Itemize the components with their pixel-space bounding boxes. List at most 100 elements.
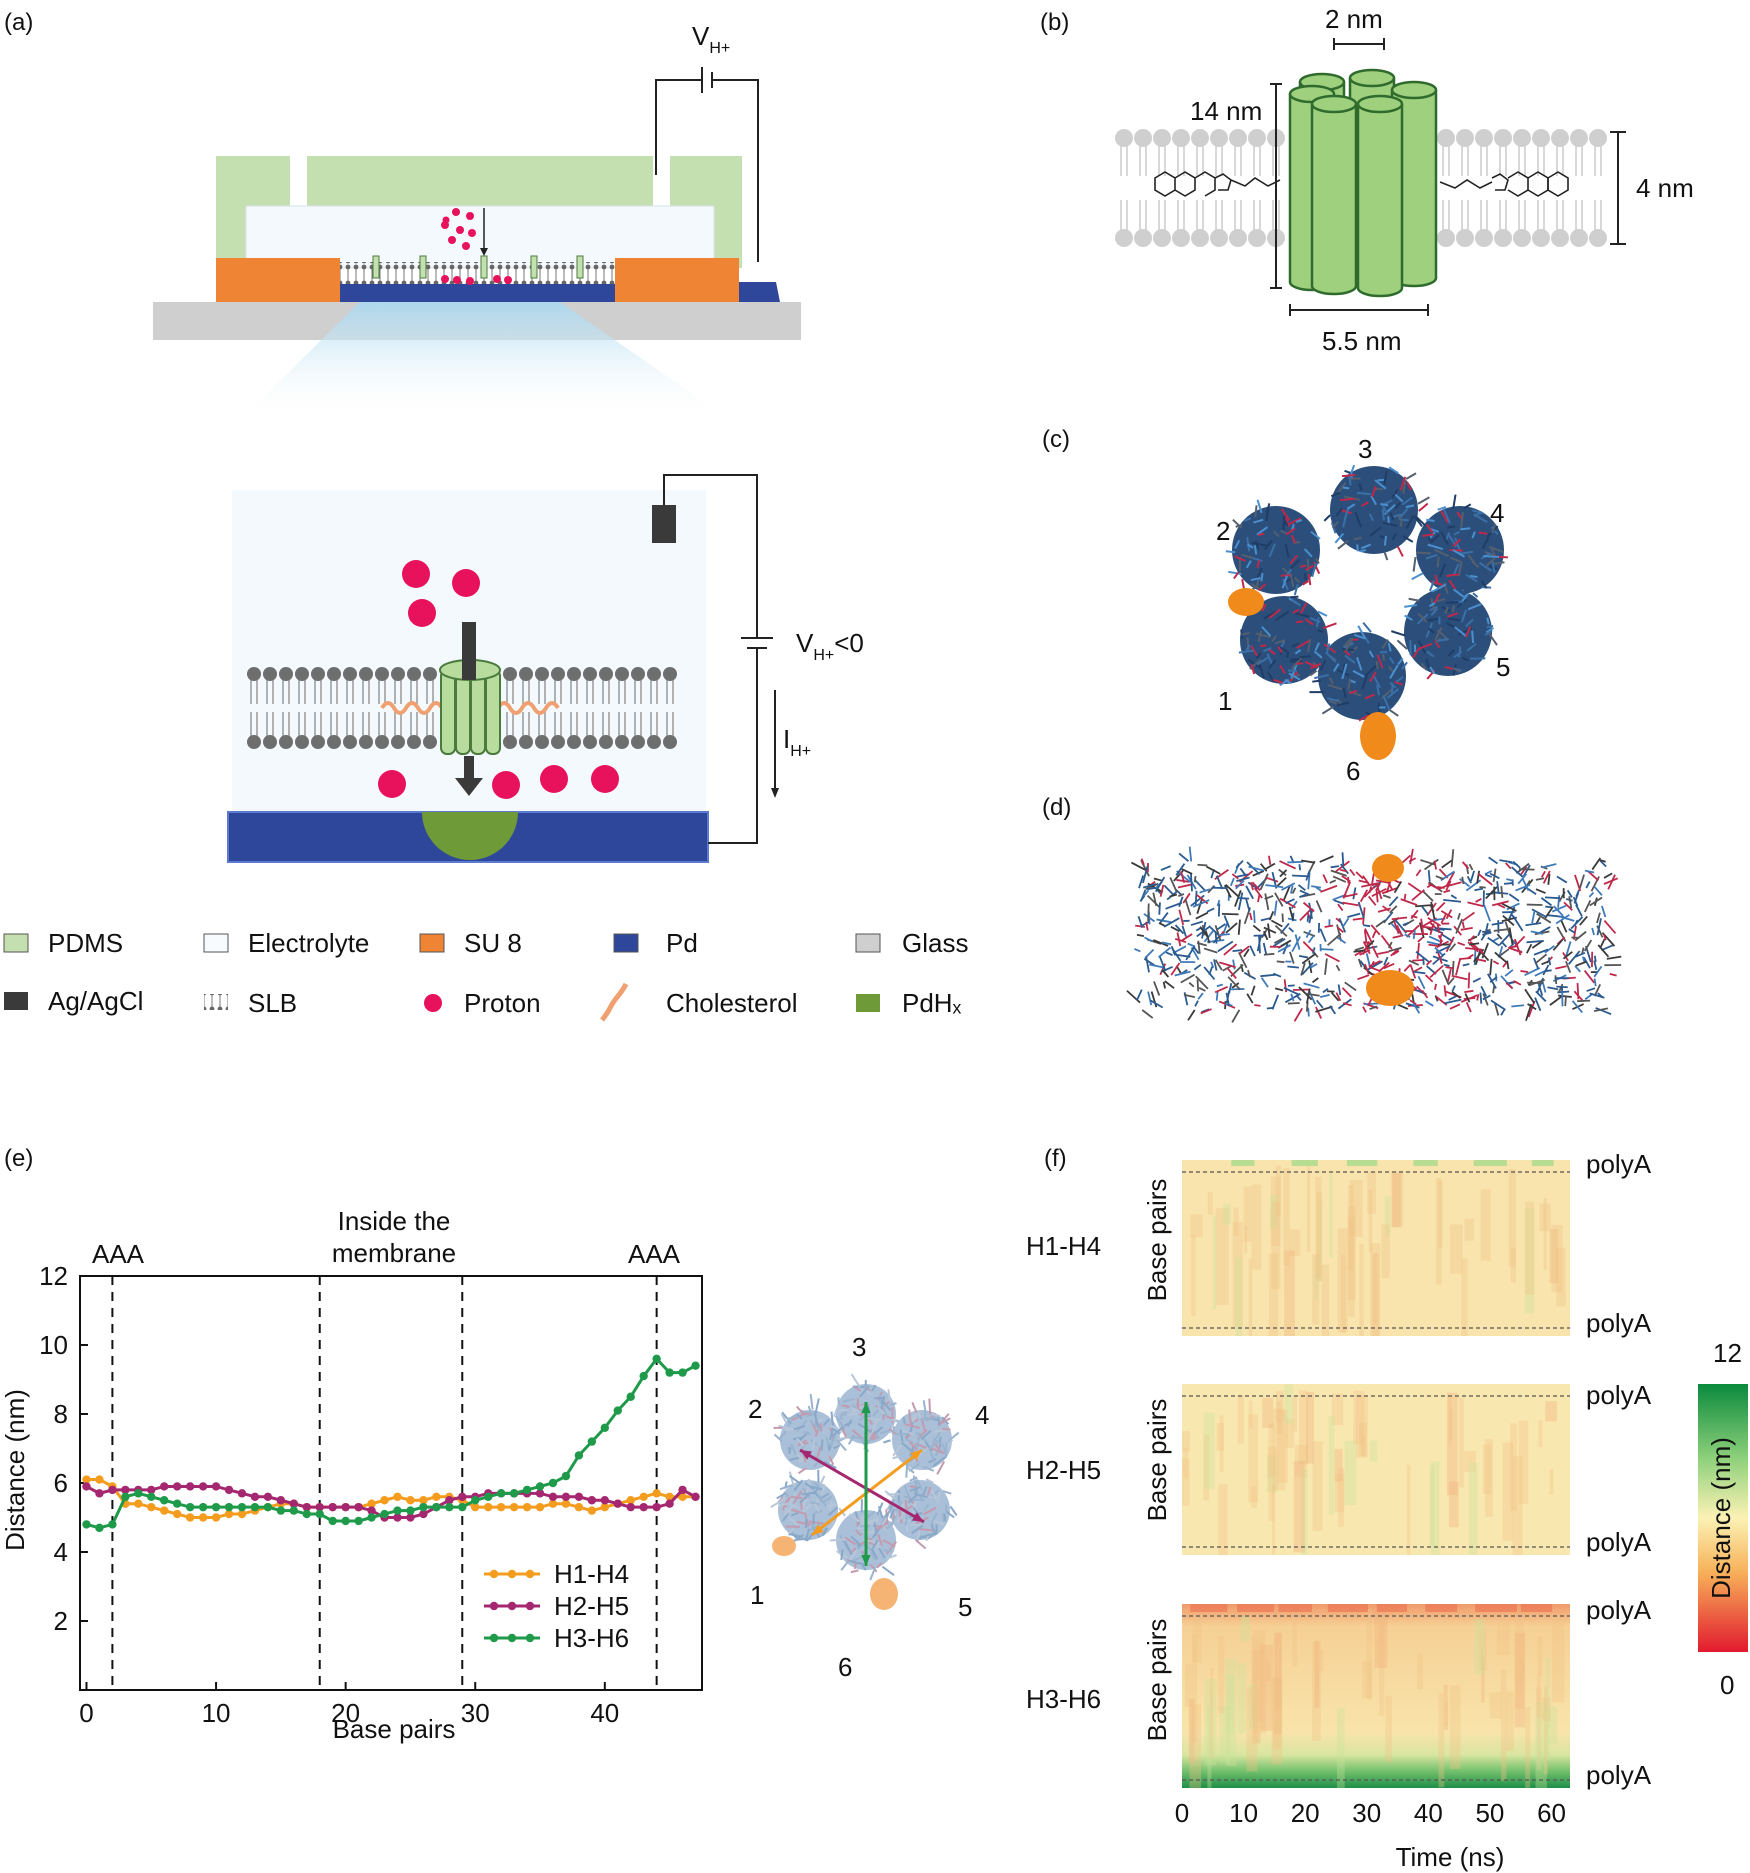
lipid-head bbox=[247, 735, 261, 749]
heatmap-texture bbox=[1349, 1179, 1363, 1237]
data-point bbox=[691, 1361, 700, 1370]
heatmap-texture bbox=[1289, 1229, 1301, 1257]
lipid-head bbox=[1494, 129, 1512, 147]
data-point bbox=[600, 1423, 610, 1433]
heatmap-texture bbox=[1321, 1264, 1330, 1336]
heatmap-texture bbox=[1312, 1441, 1323, 1532]
data-point bbox=[587, 1437, 597, 1446]
heatmap-texture bbox=[1314, 1640, 1320, 1708]
legend-label-h3-h6: H3-H6 bbox=[554, 1623, 629, 1653]
data-point bbox=[445, 1496, 454, 1505]
heatmap-texture bbox=[1445, 1701, 1449, 1727]
heatmap-texture bbox=[1317, 1201, 1323, 1282]
lipid-head bbox=[1475, 129, 1493, 147]
lipid-head bbox=[279, 667, 293, 681]
heatmap-texture bbox=[1232, 1222, 1243, 1328]
heatmap-texture bbox=[1269, 1194, 1279, 1229]
svg-text:5: 5 bbox=[958, 1592, 972, 1622]
heatmap-texture bbox=[1314, 1257, 1319, 1299]
data-point bbox=[419, 1509, 428, 1519]
lipid-head bbox=[407, 667, 421, 681]
voltage-label-top: VH+ bbox=[692, 21, 730, 57]
heatmap-texture bbox=[1237, 1395, 1244, 1444]
heatmap-texture bbox=[1215, 1208, 1229, 1305]
data-point bbox=[639, 1371, 648, 1381]
heatmap-texture bbox=[1464, 1218, 1474, 1241]
lipid-head bbox=[567, 735, 581, 749]
heatmap-texture bbox=[1531, 1160, 1554, 1166]
heatmap-texture bbox=[1272, 1408, 1286, 1491]
legend: PDMS Electrolyte SU 8 Pd Glass Ag/AgCl S… bbox=[3, 928, 968, 1022]
heatmap-texture bbox=[1225, 1674, 1235, 1735]
data-point bbox=[263, 1492, 273, 1502]
data-point bbox=[522, 1485, 532, 1495]
pd-electrode bbox=[340, 284, 615, 302]
data-point bbox=[185, 1482, 195, 1491]
legend-label-slb: SLB bbox=[248, 988, 297, 1018]
heatmap-texture bbox=[1475, 1604, 1517, 1612]
lipid-head bbox=[615, 735, 629, 749]
data-point bbox=[237, 1489, 247, 1498]
x-tick-label: 0 bbox=[79, 1698, 93, 1728]
data-point bbox=[548, 1499, 558, 1508]
data-point bbox=[626, 1496, 635, 1505]
lipid-head bbox=[1191, 229, 1209, 247]
heatmap-texture bbox=[1253, 1629, 1266, 1734]
heatmap-texture bbox=[1244, 1225, 1248, 1254]
heatmap-texture bbox=[1243, 1186, 1252, 1242]
data-point bbox=[535, 1482, 545, 1491]
heatmap-texture bbox=[1207, 1192, 1213, 1215]
heatmap-texture bbox=[1346, 1160, 1378, 1166]
legend-label-agagcl: Ag/AgCl bbox=[48, 986, 143, 1016]
svg-text:2: 2 bbox=[1216, 516, 1230, 546]
lipid-head bbox=[407, 735, 421, 749]
heatmap-texture bbox=[1545, 1401, 1557, 1422]
lipid-head bbox=[1134, 129, 1152, 147]
lipid-head bbox=[631, 667, 645, 681]
data-point bbox=[678, 1485, 687, 1495]
heatmap-texture bbox=[1204, 1679, 1217, 1766]
heatmap-texture bbox=[1359, 1422, 1367, 1456]
data-point bbox=[600, 1496, 610, 1505]
electrolyte-chamber bbox=[245, 205, 715, 269]
orange-marker bbox=[1366, 970, 1414, 1006]
dimension-lines-b bbox=[1270, 38, 1626, 316]
data-point bbox=[160, 1482, 169, 1491]
lipid-head bbox=[263, 735, 277, 749]
heatmap-x-tick-label: 50 bbox=[1475, 1798, 1504, 1828]
helix-blob bbox=[1232, 506, 1320, 594]
heatmap-texture bbox=[1347, 1206, 1356, 1301]
heatmap-texture bbox=[1292, 1396, 1297, 1432]
lipid-head bbox=[1456, 129, 1474, 147]
nanopore-zoom bbox=[439, 659, 501, 755]
heatmap-texture bbox=[1430, 1461, 1440, 1555]
svg-text:polyA: polyA bbox=[1586, 1308, 1652, 1338]
data-point bbox=[691, 1492, 700, 1502]
heatmap-texture bbox=[1265, 1660, 1271, 1682]
heatmap-texture bbox=[1539, 1203, 1551, 1232]
data-point bbox=[276, 1506, 286, 1515]
data-point bbox=[678, 1492, 687, 1502]
protons-zoom bbox=[378, 560, 619, 799]
ion-path-arrow-shaft bbox=[462, 622, 476, 680]
data-point bbox=[652, 1502, 661, 1512]
heatmap-texture bbox=[1353, 1390, 1364, 1445]
pdms-block-center bbox=[307, 156, 653, 206]
pd-contact-pad bbox=[739, 282, 780, 302]
heatmap-texture bbox=[1362, 1661, 1372, 1699]
svg-text:1: 1 bbox=[1218, 686, 1232, 716]
lipid-head bbox=[343, 667, 357, 681]
heatmap-texture bbox=[1284, 1384, 1294, 1424]
heatmap-texture bbox=[1248, 1684, 1257, 1730]
heatmap-texture bbox=[1341, 1254, 1346, 1334]
legend-swatch-pdhx bbox=[856, 994, 880, 1012]
heatmap-texture bbox=[1547, 1706, 1558, 1744]
legend-swatch-pdms bbox=[3, 933, 29, 953]
y-tick-label: 12 bbox=[39, 1261, 68, 1291]
svg-text:3: 3 bbox=[1358, 434, 1372, 464]
data-point bbox=[172, 1499, 182, 1508]
lipid-head bbox=[1551, 129, 1569, 147]
heatmap-texture bbox=[1500, 1669, 1507, 1781]
heatmap-texture bbox=[1182, 1431, 1190, 1452]
region-label-aaa-left: AAA bbox=[92, 1239, 145, 1269]
